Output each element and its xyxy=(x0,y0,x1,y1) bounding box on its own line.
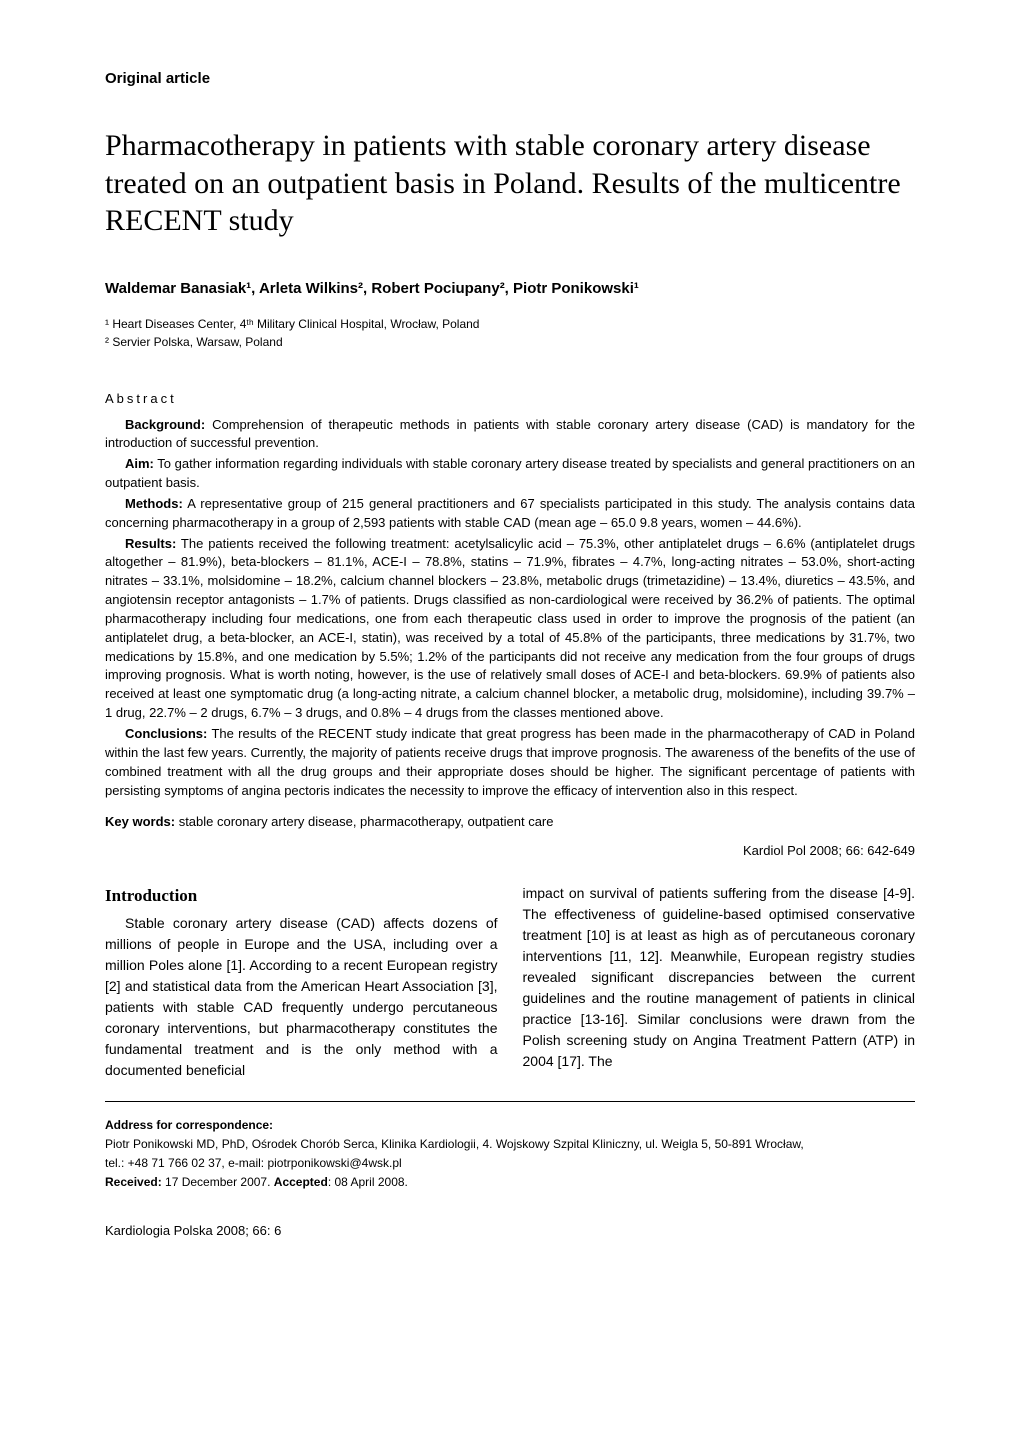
footer-rule xyxy=(105,1101,915,1102)
accepted-text: : 08 April 2008. xyxy=(328,1175,408,1189)
keywords: Key words: stable coronary artery diseas… xyxy=(105,814,915,829)
journal-footer: Kardiologia Polska 2008; 66: 6 xyxy=(105,1223,915,1238)
abstract-conclusions-label: Conclusions: xyxy=(125,726,207,741)
introduction-heading: Introduction xyxy=(105,883,498,909)
article-title: Pharmacotherapy in patients with stable … xyxy=(105,127,915,240)
citation: Kardiol Pol 2008; 66: 642-649 xyxy=(105,843,915,858)
abstract-results-label: Results: xyxy=(125,536,176,551)
affiliations: ¹ Heart Diseases Center, 4ᵗʰ Military Cl… xyxy=(105,315,915,351)
abstract-heading: Abstract xyxy=(105,391,915,406)
abstract-background-label: Background: xyxy=(125,417,205,432)
affiliation-1: ¹ Heart Diseases Center, 4ᵗʰ Military Cl… xyxy=(105,315,915,333)
section-label: Original article xyxy=(105,70,915,87)
introduction-col-1: Introduction Stable coronary artery dise… xyxy=(105,883,498,1081)
correspondence-dates: Received: 17 December 2007. Accepted: 08… xyxy=(105,1173,915,1192)
correspondence-label: Address for correspondence: xyxy=(105,1116,915,1135)
abstract-methods: Methods: A representative group of 215 g… xyxy=(105,495,915,533)
correspondence-line-1: Piotr Ponikowski MD, PhD, Ośrodek Chorób… xyxy=(105,1135,915,1154)
accepted-label: Accepted xyxy=(274,1175,328,1189)
received-label: Received: xyxy=(105,1175,162,1189)
correspondence-line-2: tel.: +48 71 766 02 37, e-mail: piotrpon… xyxy=(105,1154,915,1173)
abstract-background: Background: Comprehension of therapeutic… xyxy=(105,416,915,454)
abstract-aim-label: Aim: xyxy=(125,456,154,471)
received-text: 17 December 2007. xyxy=(162,1175,274,1189)
introduction-columns: Introduction Stable coronary artery dise… xyxy=(105,883,915,1081)
abstract-aim: Aim: To gather information regarding ind… xyxy=(105,455,915,493)
abstract-results-text: The patients received the following trea… xyxy=(105,536,915,721)
abstract-methods-label: Methods: xyxy=(125,496,183,511)
abstract-conclusions-text: The results of the RECENT study indicate… xyxy=(105,726,915,798)
affiliation-2: ² Servier Polska, Warsaw, Poland xyxy=(105,333,915,351)
introduction-text-1: Stable coronary artery disease (CAD) aff… xyxy=(105,913,498,1081)
abstract-methods-text: A representative group of 215 general pr… xyxy=(105,496,915,530)
correspondence-block: Address for correspondence: Piotr Poniko… xyxy=(105,1116,915,1193)
introduction-col-2: impact on survival of patients suffering… xyxy=(523,883,916,1081)
keywords-text: stable coronary artery disease, pharmaco… xyxy=(175,814,553,829)
abstract-results: Results: The patients received the follo… xyxy=(105,535,915,723)
keywords-label: Key words: xyxy=(105,814,175,829)
authors-line: Waldemar Banasiak¹, Arleta Wilkins², Rob… xyxy=(105,280,915,297)
abstract-background-text: Comprehension of therapeutic methods in … xyxy=(105,417,915,451)
abstract-aim-text: To gather information regarding individu… xyxy=(105,456,915,490)
abstract-conclusions: Conclusions: The results of the RECENT s… xyxy=(105,725,915,800)
introduction-text-2: impact on survival of patients suffering… xyxy=(523,883,916,1072)
